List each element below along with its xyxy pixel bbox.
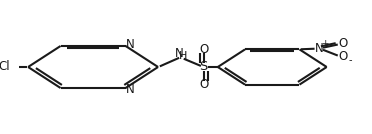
Text: O: O bbox=[338, 37, 347, 50]
Text: N: N bbox=[175, 47, 183, 60]
Text: S: S bbox=[199, 60, 208, 74]
Text: -: - bbox=[349, 55, 352, 66]
Text: H: H bbox=[179, 51, 187, 61]
Text: +: + bbox=[321, 39, 329, 48]
Text: O: O bbox=[338, 50, 347, 63]
Text: Cl: Cl bbox=[0, 60, 10, 74]
Text: O: O bbox=[199, 78, 208, 91]
Text: N: N bbox=[314, 42, 323, 55]
Text: N: N bbox=[125, 38, 134, 51]
Text: O: O bbox=[199, 43, 208, 56]
Text: N: N bbox=[125, 83, 134, 96]
